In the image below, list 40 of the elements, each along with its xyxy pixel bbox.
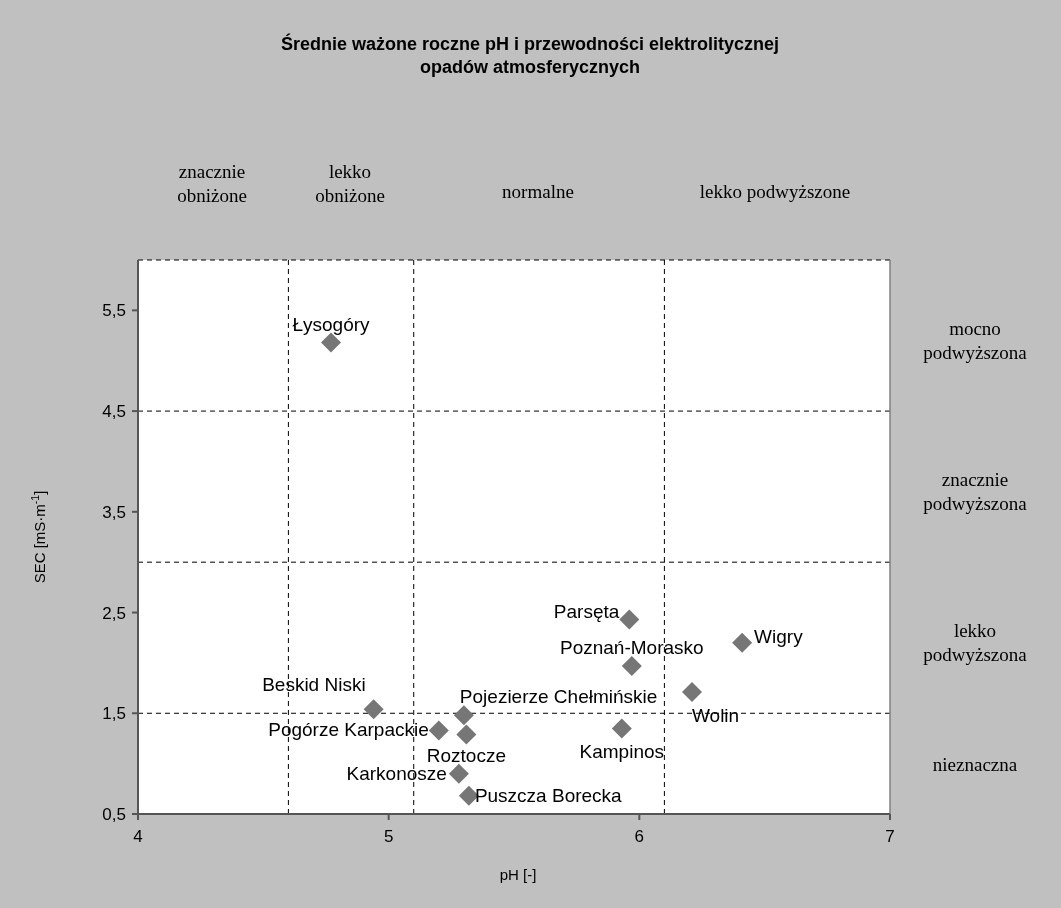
series-label: Łysogóry [292,313,371,335]
point [621,655,642,676]
point [456,724,477,745]
series-label: Wigry [754,625,804,647]
x-tick-label: 4 [133,827,143,846]
series-label: Kampinos [579,741,665,763]
point [453,705,474,726]
x-axis-title: pH [-] [499,866,537,883]
text: mocno podwyższona [923,318,1028,363]
x-tick-label: 7 [885,827,895,846]
point [611,718,632,739]
y-tick-label: 1,5 [102,704,126,724]
point [732,632,753,653]
y-tick-label: 4,5 [102,402,126,422]
text: znacznie podwyższona [923,469,1028,514]
y-tick-label: 2,5 [102,603,126,623]
series-label: Pogórze Karpackie [268,719,429,741]
y-tick-label: 0,5 [102,805,126,824]
text: lekko podwyższona [923,620,1028,665]
text: normalne [502,181,574,202]
text: nieznaczna [932,754,1018,775]
series-label: Wolin [691,705,740,727]
series-label: Parsęta [553,600,620,622]
series-label: Poznań-Morasko [560,636,704,658]
text: znacznie obniżone [177,161,247,206]
point [363,699,384,720]
y-tick-label: 3,5 [102,502,126,522]
chart-title: Średnie ważone roczne pH i przewodności elektrolitycznej opadów atmosferycznych [280,33,780,77]
point [428,720,449,741]
point [681,682,702,703]
text: lekko obniżone [315,161,385,206]
x-tick-label: 6 [634,827,645,846]
point [619,609,640,630]
series-label: Beskid Niski [262,674,366,696]
series-label: Puszcza Borecka [474,784,623,806]
x-tick-label: 5 [383,827,394,846]
y-tick-label: 5,5 [102,301,126,321]
point [448,763,469,784]
text: lekko podwyższone [699,181,851,202]
series-label: Pojezierze Chełmińskie [459,686,658,708]
